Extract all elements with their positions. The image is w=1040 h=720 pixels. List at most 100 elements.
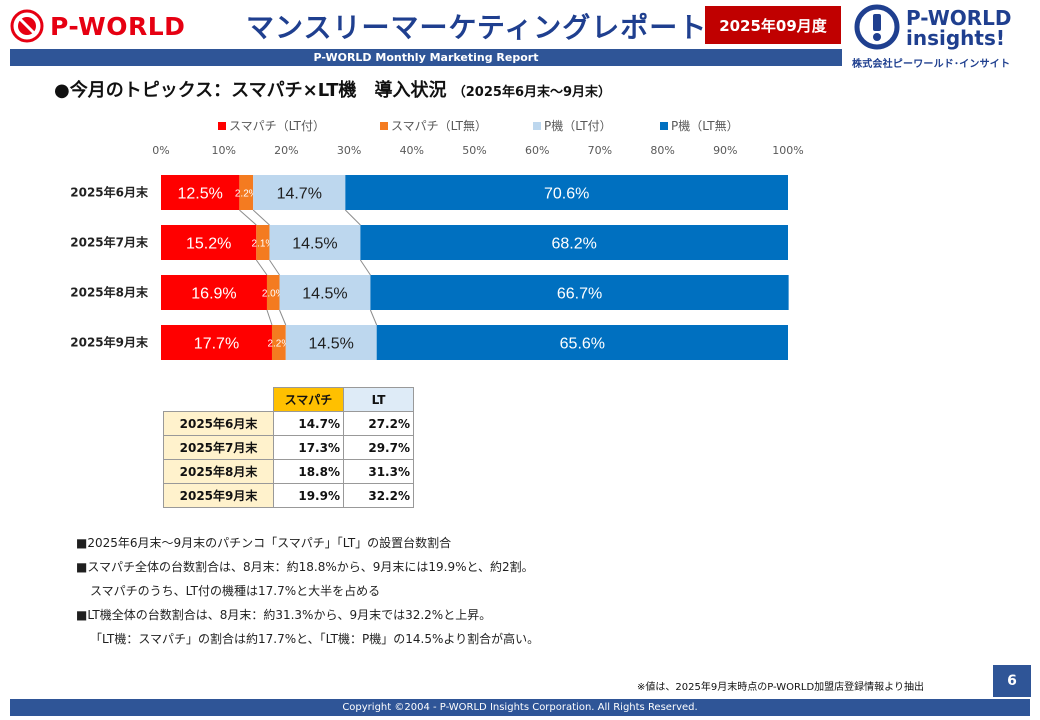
bar-segment (161, 275, 267, 310)
table-row-label: 2025年8月末 (163, 459, 274, 484)
note-line: ■スマパチ全体の台数割合は、8月末：約18.8%から、9月末には19.9%と、約… (76, 560, 534, 574)
bar-segment (239, 175, 254, 210)
category-label: 2025年8月末 (70, 285, 149, 300)
stacked-bar-chart: スマパチ（LT付） スマパチ（LT無） P機（LT付） P機（LT無） 0% 10% 20%… (70, 118, 804, 360)
x-tick-label: 50% (462, 144, 486, 157)
series-line (269, 259, 280, 276)
source-footnote: ※値は、2025年9月末時点のP-WORLD加盟店登録情報より抽出 (637, 682, 924, 693)
legend-label: スマパチ（LT無） (391, 118, 487, 133)
data-label: 2.2% (235, 189, 258, 200)
brand-name: P-WORLD (50, 11, 186, 41)
bar-segment (256, 225, 270, 260)
note-line: ■LT機全体の台数割合は、8月末：約31.3%から、9月末では32.2%と上昇。 (76, 608, 492, 622)
table-row-label: 2025年9月末 (163, 483, 274, 508)
legend-swatch (218, 122, 226, 130)
table-row: 2025年8月末 18.8% 31.3% (163, 459, 414, 484)
data-label: 14.5% (302, 286, 347, 303)
series-line (266, 309, 273, 326)
data-label: 14.5% (292, 236, 337, 253)
insights-line2: insights! (906, 26, 1005, 50)
data-label: 2.1% (251, 239, 274, 250)
legend-label: P機（LT付） (544, 118, 612, 133)
table-row-label: 2025年7月末 (163, 435, 274, 460)
series-line (344, 209, 361, 226)
bar-segment (271, 325, 286, 360)
x-tick-label: 70% (588, 144, 612, 157)
x-tick-label: 90% (713, 144, 737, 157)
category-label: 2025年7月末 (70, 235, 149, 250)
series-line (369, 309, 378, 326)
table-cell-smapachi: 19.9% (273, 483, 344, 508)
data-label: 68.2% (552, 236, 597, 253)
table-cell-lt: 29.7% (343, 435, 414, 460)
topic-range: （2025年6月末～9月末） (452, 85, 612, 100)
company-name: 株式会社ピーワールド･インサイト (852, 59, 1011, 70)
bar-segment (345, 175, 788, 210)
series-line (359, 259, 371, 276)
table-row-label: 2025年6月末 (163, 411, 274, 436)
data-label: 66.7% (557, 286, 602, 303)
period-badge: 2025年09月度 (705, 6, 841, 44)
note-line: 「LT機：スマパチ」の割合は約17.7%と、「LT機：P機」の14.5%より割合… (90, 632, 540, 646)
data-label: 15.2% (186, 236, 231, 253)
data-label: 2.0% (262, 289, 285, 300)
data-label: 65.6% (560, 336, 605, 353)
table-cell-smapachi: 18.8% (273, 459, 344, 484)
topic-title: ●今月のトピックス：スマパチ×LT機 導入状況 （2025年6月末～9月末） (54, 76, 611, 102)
bar-segment (285, 325, 377, 360)
bar-segment (253, 175, 346, 210)
x-tick-label: 80% (650, 144, 674, 157)
page-number: 6 (993, 665, 1031, 697)
copyright-bar: Copyright ©2004 - P-WORLD Insights Corpo… (10, 699, 1030, 716)
data-label: 14.7% (277, 186, 322, 203)
table-corner (164, 388, 274, 412)
note-line: スマパチのうち、LT付の機種は17.7%と大半を占める (90, 584, 381, 598)
category-label: 2025年6月末 (70, 185, 149, 200)
bar-segment (360, 225, 788, 260)
data-label: 16.9% (191, 286, 236, 303)
table-cell-lt: 27.2% (343, 411, 414, 436)
bar-segment (279, 275, 371, 310)
legend-swatch (533, 122, 541, 130)
table-row: 2025年9月末 19.9% 32.2% (163, 483, 414, 508)
table-cell-lt: 31.3% (343, 459, 414, 484)
notes-block: ■2025年6月末～9月末のパチンコ「スマパチ」「LT」の設置台数割合 ■スマパ… (76, 531, 539, 651)
x-tick-label: 10% (211, 144, 235, 157)
table-header-row: スマパチ LT (164, 387, 414, 412)
table-cell-smapachi: 14.7% (273, 411, 344, 436)
x-tick-label: 20% (274, 144, 298, 157)
bar-segment (161, 225, 257, 260)
p-world-insights-logo: P-WORLD insights! 株式会社ピーワールド･インサイト (852, 3, 1038, 70)
legend-swatch (660, 122, 668, 130)
bar-segment (266, 275, 280, 310)
category-label: 2025年9月末 (70, 335, 149, 350)
data-label: 2.2% (267, 339, 290, 350)
bar-segment (161, 175, 240, 210)
insights-line1: P-WORLD (906, 6, 1012, 30)
subtitle-bar: P-WORLD Monthly Marketing Report (10, 49, 842, 66)
table-header-lt: LT (343, 387, 414, 412)
x-tick-label: 60% (525, 144, 549, 157)
series-line (239, 209, 257, 226)
legend-label: P機（LT無） (671, 118, 739, 133)
series-line (252, 209, 270, 226)
bar-segment (370, 275, 789, 310)
report-title: マンスリーマーケティングレポート (246, 11, 708, 44)
note-line: ■2025年6月末～9月末のパチンコ「スマパチ」「LT」の設置台数割合 (76, 536, 452, 550)
series-line (255, 259, 268, 276)
x-tick-label: 0% (152, 144, 169, 157)
bar-segment (161, 325, 272, 360)
p-world-logo: P-WORLD (10, 8, 185, 44)
bar-segment (269, 225, 361, 260)
data-label: 14.5% (309, 336, 354, 353)
x-tick-label: 30% (337, 144, 361, 157)
summary-table: スマパチ LT 2025年6月末 14.7% 27.2% 2025年7月末 17… (163, 387, 414, 508)
x-tick-label: 40% (400, 144, 424, 157)
table-row: 2025年7月末 17.3% 29.7% (163, 435, 414, 460)
series-line (279, 309, 287, 326)
data-label: 70.6% (544, 186, 589, 203)
table-header-smapachi: スマパチ (273, 387, 344, 412)
table-cell-smapachi: 17.3% (273, 435, 344, 460)
topic-heading: ●今月のトピックス：スマパチ×LT機 導入状況 (54, 80, 447, 101)
x-tick-label: 100% (772, 144, 803, 157)
